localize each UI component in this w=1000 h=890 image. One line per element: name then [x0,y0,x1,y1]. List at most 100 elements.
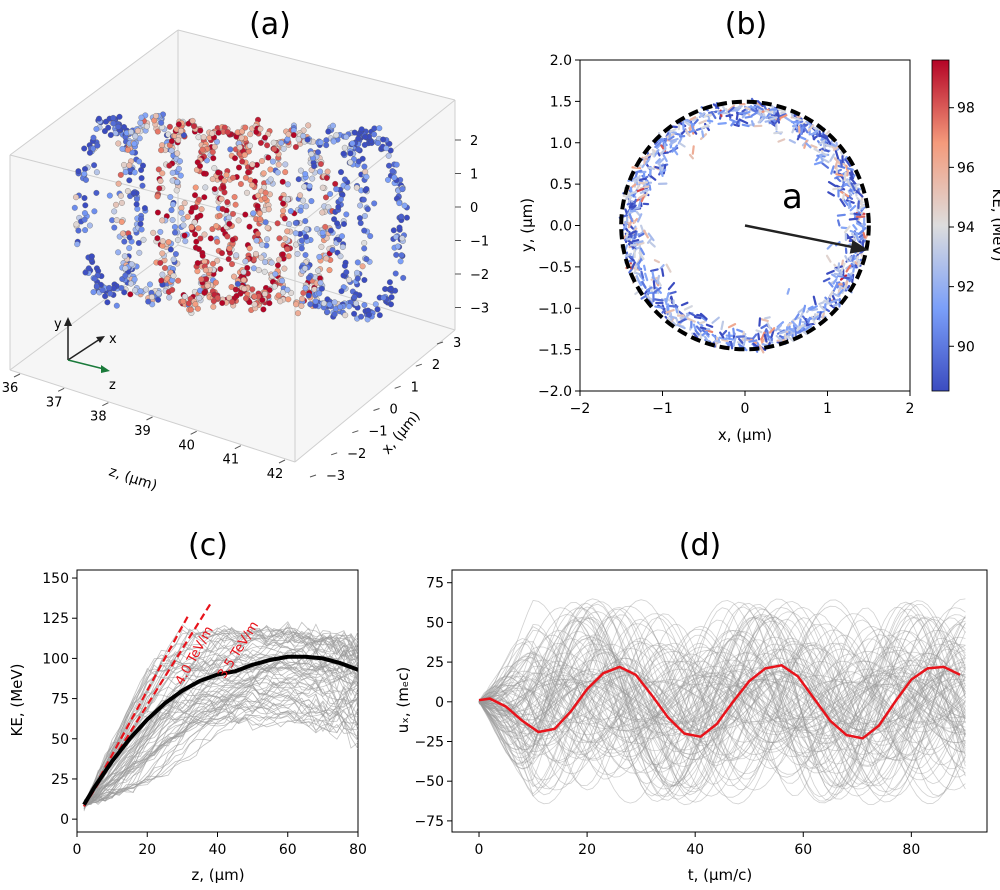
quiver-arrow [741,112,747,119]
scatter-point [380,136,387,143]
quiver-arrow [848,217,859,221]
scatter-point [193,166,200,173]
quiver-arrow [624,244,629,252]
scatter-point [91,275,98,282]
scatter-point [295,136,302,143]
scatter-point [302,265,308,272]
scatter-point [302,252,309,258]
scatter-point [240,269,247,275]
scatter-point [115,249,122,256]
scatter-point [93,283,100,290]
scatter-point [363,256,370,263]
scatter-point [322,223,329,230]
scatter-point [232,201,239,208]
c-trace [83,696,358,802]
scatter-point [154,193,161,200]
scatter-point [298,245,305,252]
d-x-tick-label: 40 [686,842,704,858]
quiver-arrow [805,142,812,149]
scatter-point [255,267,262,274]
scatter-point [172,229,178,236]
scatter-point [166,162,173,169]
scatter-point [262,259,269,266]
quiver-arrow [701,130,705,138]
scatter-point [159,217,166,224]
quiver-arrow [841,284,847,295]
quiver-arrow [669,128,677,133]
d-trace [478,673,966,730]
quiver-arrow [760,331,766,341]
scatter-point [311,163,318,170]
scatter-point [82,269,89,276]
quiver-arrow [664,298,668,306]
scatter-point [257,139,264,146]
scatter-point [293,301,300,308]
quiver-arrow [851,254,855,262]
quiver-arrow [635,187,645,193]
quiver-arrow [736,328,744,333]
panel-d-ticks: 0 20 40 60 80 −75 −50 −25 0 25 50 75 [414,576,920,858]
d-trace [478,648,966,755]
scatter-point [242,174,249,181]
quiver-arrow [627,242,636,250]
scatter-point [192,301,199,308]
panel-c-x-axis-label: z, (μm) [191,866,244,884]
scatter-point [228,284,235,290]
scatter-point [371,200,378,207]
quiver-arrow [668,315,678,320]
scatter-point [275,161,282,168]
quiver-arrow [632,176,639,182]
scatter-point [359,263,366,270]
scatter-point [385,152,392,159]
scatter-point [127,291,134,298]
c-y-tick-label: 50 [51,732,69,748]
quiver-arrow [644,272,649,282]
scatter-point [327,191,334,197]
scatter-point [153,112,159,119]
scatter-point [337,303,344,310]
scatter-point [229,299,235,305]
quiver-arrow [717,109,726,115]
scatter-point [197,127,204,134]
triad-y-label: y [54,317,62,332]
quiver-arrow [857,230,865,236]
scatter-point [319,184,326,191]
quiver-arrow [688,311,697,318]
quiver-arrow [849,205,857,212]
scatter-point [239,158,246,165]
scatter-point [367,233,374,240]
d-x-tick-label: 20 [578,842,596,858]
scatter-point [201,258,208,265]
scatter-point [165,239,172,246]
scatter-point [113,217,120,224]
d-y-tick-label: 75 [426,576,444,592]
scatter-point [353,300,360,307]
d-trace [478,681,966,722]
c-trace [83,663,358,806]
c-trace [83,697,358,807]
y-tick-label: 1 [470,168,478,183]
scatter-point [251,301,258,308]
scatter-point [133,196,140,203]
c-trace [83,676,358,807]
c-y-tick-label: 25 [51,772,69,788]
scatter-point [264,224,271,231]
quiver-arrow [678,142,686,148]
d-trace [478,606,966,798]
scatter-point [317,279,324,286]
x-tick-label: −3 [326,469,345,484]
scatter-point [353,184,360,191]
b-x-tick-label: 1 [823,401,832,417]
scatter-point [198,276,205,283]
quiver-arrow [644,157,651,165]
quiver-arrow [862,231,866,239]
scatter-point [140,162,146,169]
scatter-point [346,276,352,283]
quiver-arrow [688,153,695,160]
scatter-point [398,252,405,259]
scatter-point [260,170,267,177]
scatter-point [284,246,291,253]
quiver-arrow [790,320,798,328]
scatter-point [83,176,89,183]
d-y-tick-label: 50 [426,615,444,631]
